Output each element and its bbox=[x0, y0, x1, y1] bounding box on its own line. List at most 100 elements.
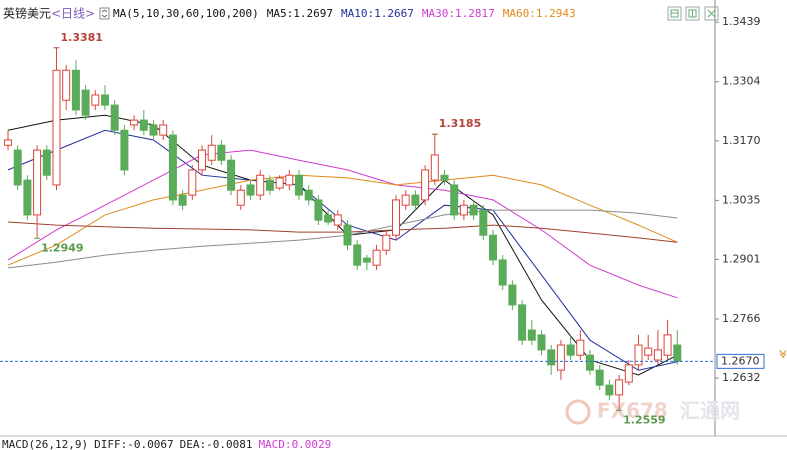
candle-body bbox=[576, 339, 585, 356]
candle-body bbox=[372, 249, 381, 266]
candle-body bbox=[489, 234, 497, 261]
legend-name: MA5: bbox=[267, 7, 294, 20]
candle-body bbox=[159, 124, 168, 136]
candle-body bbox=[227, 159, 236, 191]
candle-body bbox=[110, 104, 119, 131]
candle-body bbox=[256, 174, 265, 196]
header-icon-arrows bbox=[101, 9, 108, 18]
candle-body bbox=[139, 119, 148, 131]
candle-body bbox=[91, 94, 100, 106]
macd-legend: MACD(26,12,9) DIFF:-0.0067 DEA:-0.0081 MACD… bbox=[2, 438, 331, 450]
candle-body bbox=[556, 344, 565, 371]
watermark: FX678 汇通网 bbox=[565, 399, 740, 425]
candle-body bbox=[663, 334, 672, 356]
candle-body bbox=[411, 194, 420, 206]
candle-body bbox=[81, 89, 90, 116]
ma-line bbox=[7, 149, 678, 299]
watermark-text: FX678 bbox=[597, 399, 668, 423]
candle-body bbox=[392, 199, 400, 236]
candle-body bbox=[644, 347, 653, 356]
candle-body bbox=[605, 384, 614, 396]
candle-body bbox=[615, 379, 624, 396]
candle-body bbox=[343, 224, 352, 246]
y-tick-label: 1.3170 bbox=[722, 134, 761, 147]
candle-body bbox=[168, 134, 177, 201]
button-icon bbox=[688, 9, 697, 18]
candle-body bbox=[52, 69, 61, 186]
candle-body bbox=[595, 369, 604, 386]
candle-body bbox=[353, 244, 362, 266]
candle-body bbox=[469, 204, 478, 216]
macd-item-value: 0.0029 bbox=[292, 438, 332, 450]
button-icon bbox=[670, 9, 679, 18]
candle-body bbox=[634, 344, 643, 366]
candle-body bbox=[653, 349, 662, 361]
legend-name: MA10: bbox=[341, 7, 374, 20]
extreme-label: 1.3381 bbox=[61, 31, 103, 44]
candle-body bbox=[120, 129, 129, 171]
candle-body bbox=[518, 304, 527, 341]
candle-body bbox=[566, 344, 575, 356]
y-tick-label: 1.3439 bbox=[722, 15, 761, 28]
macd-item-label: MACD: bbox=[258, 438, 291, 450]
y-tick-label: 1.2632 bbox=[722, 371, 761, 384]
candle-body bbox=[333, 214, 342, 226]
plot-area: 1.3439 1.3304 1.3170 1.3035 1.2901 1.2766 1.26… bbox=[0, 15, 787, 426]
candle-body bbox=[42, 149, 51, 176]
candle-body bbox=[527, 329, 536, 341]
period-label: <日线> bbox=[51, 7, 95, 21]
button-icon bbox=[707, 9, 716, 18]
candle-body bbox=[314, 199, 323, 221]
extreme-label: 1.2559 bbox=[623, 413, 665, 426]
candle-body bbox=[178, 194, 187, 206]
indicator-label: MA(5,10,30,60,100,200) MA5:1.2697 MA10:1.2… bbox=[113, 7, 576, 20]
header: 英镑美元 <日线> MA(5,10,30,60,100,200) MA5:1.26… bbox=[3, 6, 576, 21]
y-tick-label: 1.3035 bbox=[722, 193, 761, 206]
candle-body bbox=[246, 184, 255, 196]
candle-body bbox=[62, 69, 71, 101]
window-buttons bbox=[667, 6, 719, 21]
legend-value: 1.2943 bbox=[536, 7, 576, 20]
current-price-label: 1.2670 bbox=[721, 354, 760, 367]
candle-body bbox=[421, 169, 430, 201]
candle-body bbox=[130, 119, 139, 126]
candle-body bbox=[304, 189, 313, 201]
legend-value: 1.2667 bbox=[374, 7, 414, 20]
candle-body bbox=[207, 144, 216, 161]
candle-body bbox=[149, 124, 158, 136]
y-tick-label: 1.2766 bbox=[722, 312, 761, 325]
candle-body bbox=[498, 259, 507, 286]
candle-body bbox=[13, 149, 22, 186]
macd-item-label: DIFF: bbox=[94, 438, 127, 450]
macd-item-label: DEA: bbox=[180, 438, 207, 450]
candle-body bbox=[450, 184, 459, 216]
candle-body bbox=[586, 354, 594, 371]
watermark-logo bbox=[565, 399, 591, 425]
macd-item-value: -0.0081 bbox=[206, 438, 252, 450]
ma-line bbox=[7, 174, 678, 266]
candle-body bbox=[285, 174, 294, 186]
candle-body bbox=[430, 154, 439, 181]
candle-body bbox=[71, 69, 80, 111]
candle-body bbox=[4, 139, 12, 146]
candle-body bbox=[459, 204, 468, 216]
candle-body bbox=[101, 94, 109, 106]
candle-body bbox=[265, 179, 274, 191]
legend-value: 1.2817 bbox=[455, 7, 495, 20]
candle-body bbox=[537, 334, 546, 351]
header-icon[interactable] bbox=[99, 7, 110, 20]
macd-name: MACD(26,12,9) bbox=[2, 438, 88, 450]
watermark-text: 汇通网 bbox=[680, 399, 740, 423]
candle-body bbox=[33, 149, 42, 216]
current-price-box bbox=[716, 353, 765, 369]
candle-body bbox=[217, 144, 226, 161]
candle-body bbox=[401, 194, 410, 206]
legend-value: 1.2697 bbox=[293, 7, 333, 20]
candle-body bbox=[479, 209, 488, 236]
macd-item-value: -0.0067 bbox=[127, 438, 173, 450]
candle-body bbox=[295, 174, 303, 196]
legend-name: MA60: bbox=[503, 7, 536, 20]
legend-name: MA30: bbox=[422, 7, 455, 20]
candle-body bbox=[673, 344, 682, 362]
